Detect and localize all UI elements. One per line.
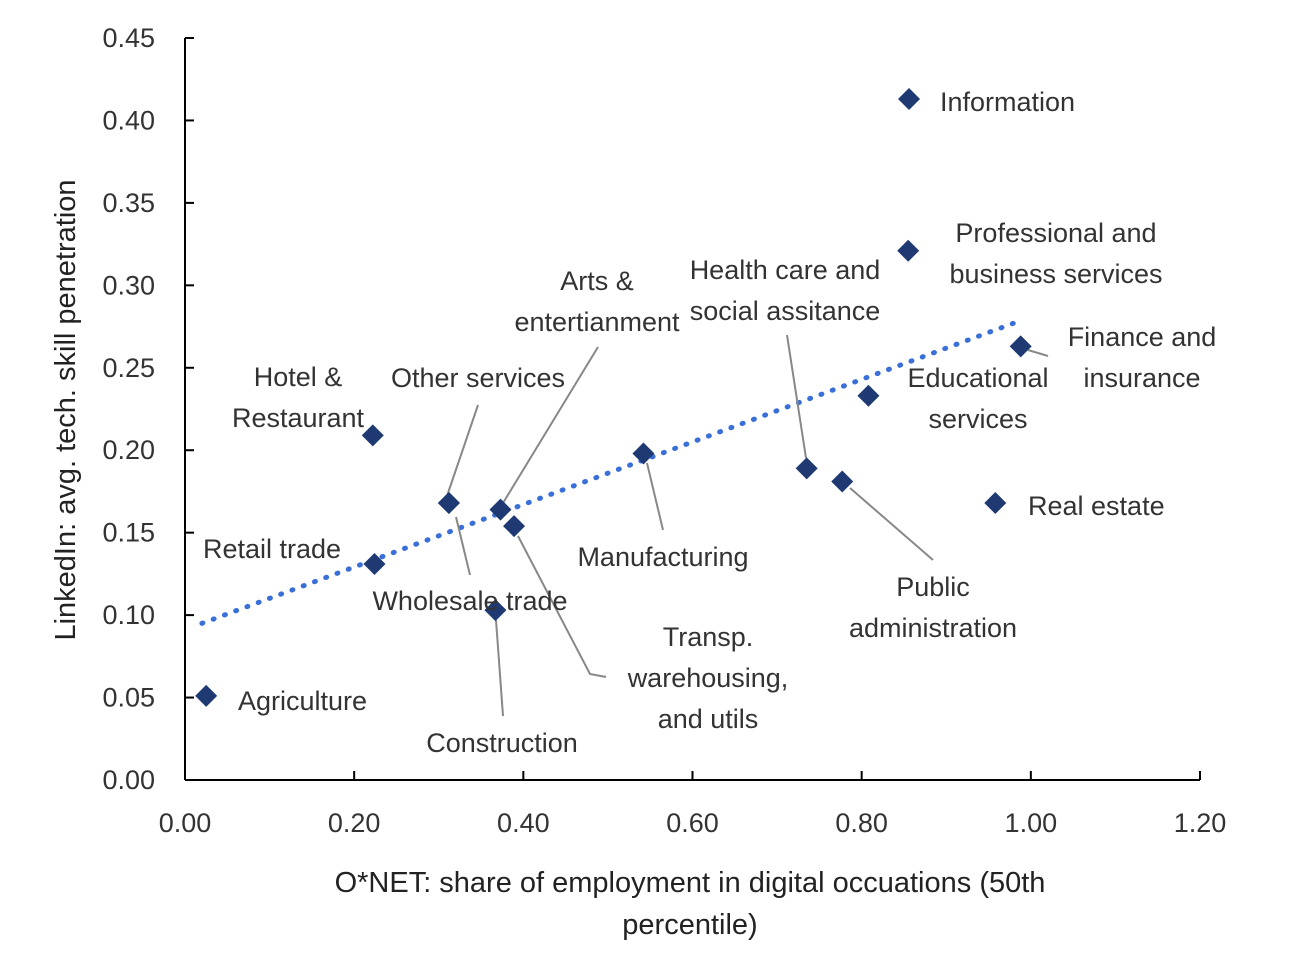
leader-lines-layer (446, 334, 1049, 717)
point-label-hotel-restaurant: Restaurant (232, 403, 365, 433)
trendline-layer (199, 317, 1025, 626)
point-health-care-and-social-assitance (795, 457, 818, 480)
point-label-educational-services: Educational (907, 363, 1048, 393)
point-arts-entertianment (489, 498, 512, 521)
point-label-information: Information (940, 87, 1075, 117)
point-transp-warehousing-and-utils (503, 515, 526, 538)
x-tick-label: 0.60 (666, 808, 719, 838)
labels-layer: Agriculture Hotel & Restaurant Retail trade… (203, 87, 1216, 758)
x-axis-title-line-1: O*NET: share of employment in digital oc… (335, 867, 1046, 899)
leader-line-finance-and-insurance (1027, 349, 1049, 357)
point-hotel-restaurant (361, 424, 384, 447)
point-label-educational-services: services (928, 404, 1027, 434)
point-real-estate (984, 491, 1007, 514)
leader-line-transp-warehousing-and-utils (517, 535, 607, 678)
point-label-other-services: Other services (391, 363, 565, 393)
point-retail-trade (363, 552, 386, 575)
leader-line-wholesale-trade (455, 516, 471, 576)
y-tick-label: 0.05 (102, 683, 155, 713)
point-professional-and-business-services (897, 239, 920, 262)
point-label-health-care-and-social-assitance: social assitance (690, 296, 881, 326)
point-label-agriculture: Agriculture (238, 686, 367, 716)
point-label-construction: Construction (426, 728, 578, 758)
point-label-arts-entertianment: Arts & (560, 266, 634, 296)
y-tick-label: 0.45 (102, 23, 155, 53)
point-label-manufacturing: Manufacturing (577, 542, 748, 572)
leader-line-other-services (446, 404, 479, 497)
point-agriculture (195, 684, 218, 707)
y-tick-label: 0.25 (102, 353, 155, 383)
y-tick-label: 0.10 (102, 600, 155, 630)
point-label-transp-warehousing-and-utils: Transp. (663, 622, 754, 652)
point-label-wholesale-trade: Wholesale trade (372, 586, 567, 616)
x-tick-label: 1.00 (1005, 808, 1058, 838)
leader-line-manufacturing (646, 462, 664, 531)
leader-line-construction (495, 619, 504, 717)
point-label-professional-and-business-services: Professional and (955, 218, 1156, 248)
point-label-real-estate: Real estate (1028, 491, 1165, 521)
point-information (898, 88, 921, 111)
x-axis-title-line-2: percentile) (622, 909, 757, 941)
point-label-retail-trade: Retail trade (203, 534, 341, 564)
point-finance-and-insurance (1009, 335, 1032, 358)
point-label-professional-and-business-services: business services (949, 259, 1162, 289)
y-tick-label: 0.00 (102, 765, 155, 795)
y-tick-label: 0.30 (102, 270, 155, 300)
x-tick-label: 1.20 (1174, 808, 1227, 838)
points-layer (195, 88, 1032, 707)
point-label-arts-entertianment: entertianment (514, 307, 680, 337)
point-label-public-administration: administration (849, 613, 1017, 643)
point-label-transp-warehousing-and-utils: warehousing, (627, 663, 789, 693)
y-tick-label: 0.40 (102, 105, 155, 135)
x-tick-label: 0.00 (159, 808, 212, 838)
point-label-public-administration: Public (896, 572, 970, 602)
x-tick-label: 0.80 (835, 808, 888, 838)
y-tick-label: 0.35 (102, 188, 155, 218)
point-manufacturing (632, 442, 655, 465)
y-tick-label: 0.15 (102, 518, 155, 548)
point-label-health-care-and-social-assitance: Health care and (690, 255, 881, 285)
point-wholesale-trade (437, 491, 460, 514)
point-label-finance-and-insurance: Finance and (1068, 322, 1217, 352)
axes-layer: 0.00 0.20 0.40 0.60 0.80 1.00 1.20 0.00 0.05 0.10… (102, 23, 1226, 838)
point-label-transp-warehousing-and-utils: and utils (658, 704, 759, 734)
trendline (199, 317, 1025, 626)
leader-line-health-care-and-social-assitance (786, 334, 807, 459)
point-label-finance-and-insurance: insurance (1083, 363, 1200, 393)
point-construction (484, 599, 507, 622)
point-label-hotel-restaurant: Hotel & (254, 362, 343, 392)
y-axis-title: LinkedIn: avg. tech. skill penetration (50, 179, 82, 640)
x-tick-label: 0.20 (328, 808, 381, 838)
leader-line-arts-entertianment (502, 346, 599, 504)
leader-line-public-administration (849, 487, 934, 561)
point-educational-services (857, 384, 880, 407)
point-public-administration (831, 470, 854, 493)
y-tick-label: 0.20 (102, 435, 155, 465)
x-tick-label: 0.40 (497, 808, 550, 838)
